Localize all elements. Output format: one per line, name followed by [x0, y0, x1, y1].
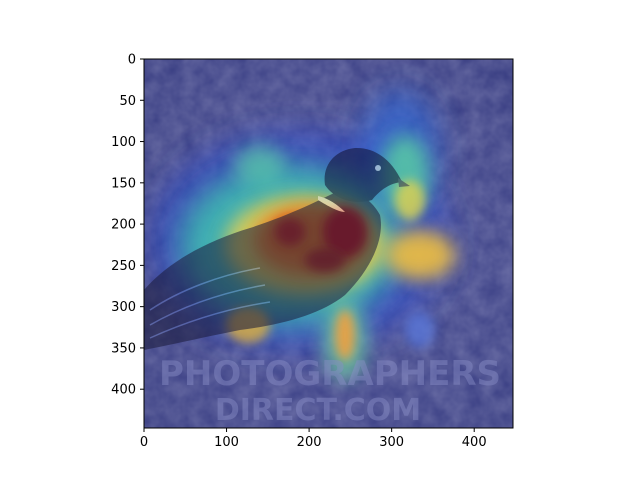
x-tick-label: 300 [379, 435, 404, 450]
watermark-line-1: PHOTOGRAPHERS [159, 354, 501, 394]
axes-frame [143, 58, 514, 429]
x-tick-label: 100 [214, 435, 239, 450]
y-tick-label: 150 [111, 176, 136, 191]
watermark: PHOTOGRAPHERS DIRECT.COM [159, 354, 501, 428]
x-tick-label: 0 [140, 435, 148, 450]
pigeon [144, 147, 410, 350]
y-tick-label: 200 [111, 218, 136, 233]
heatmap-image: PHOTOGRAPHERS DIRECT.COM [144, 59, 513, 428]
y-tick-label: 400 [111, 383, 136, 398]
y-axis-ticks: 0 50 100 150 200 250 300 350 400 [111, 53, 144, 398]
y-tick-label: 300 [111, 300, 136, 315]
x-axis-ticks: 0 100 200 300 400 [140, 428, 487, 450]
y-tick-label: 0 [128, 53, 136, 68]
y-tick-label: 350 [111, 341, 136, 356]
watermark-line-2: DIRECT.COM [215, 393, 421, 428]
y-tick-label: 50 [119, 94, 136, 109]
x-tick-label: 200 [297, 435, 322, 450]
y-tick-label: 100 [111, 135, 136, 150]
y-tick-label: 250 [111, 259, 136, 274]
x-tick-label: 400 [462, 435, 487, 450]
